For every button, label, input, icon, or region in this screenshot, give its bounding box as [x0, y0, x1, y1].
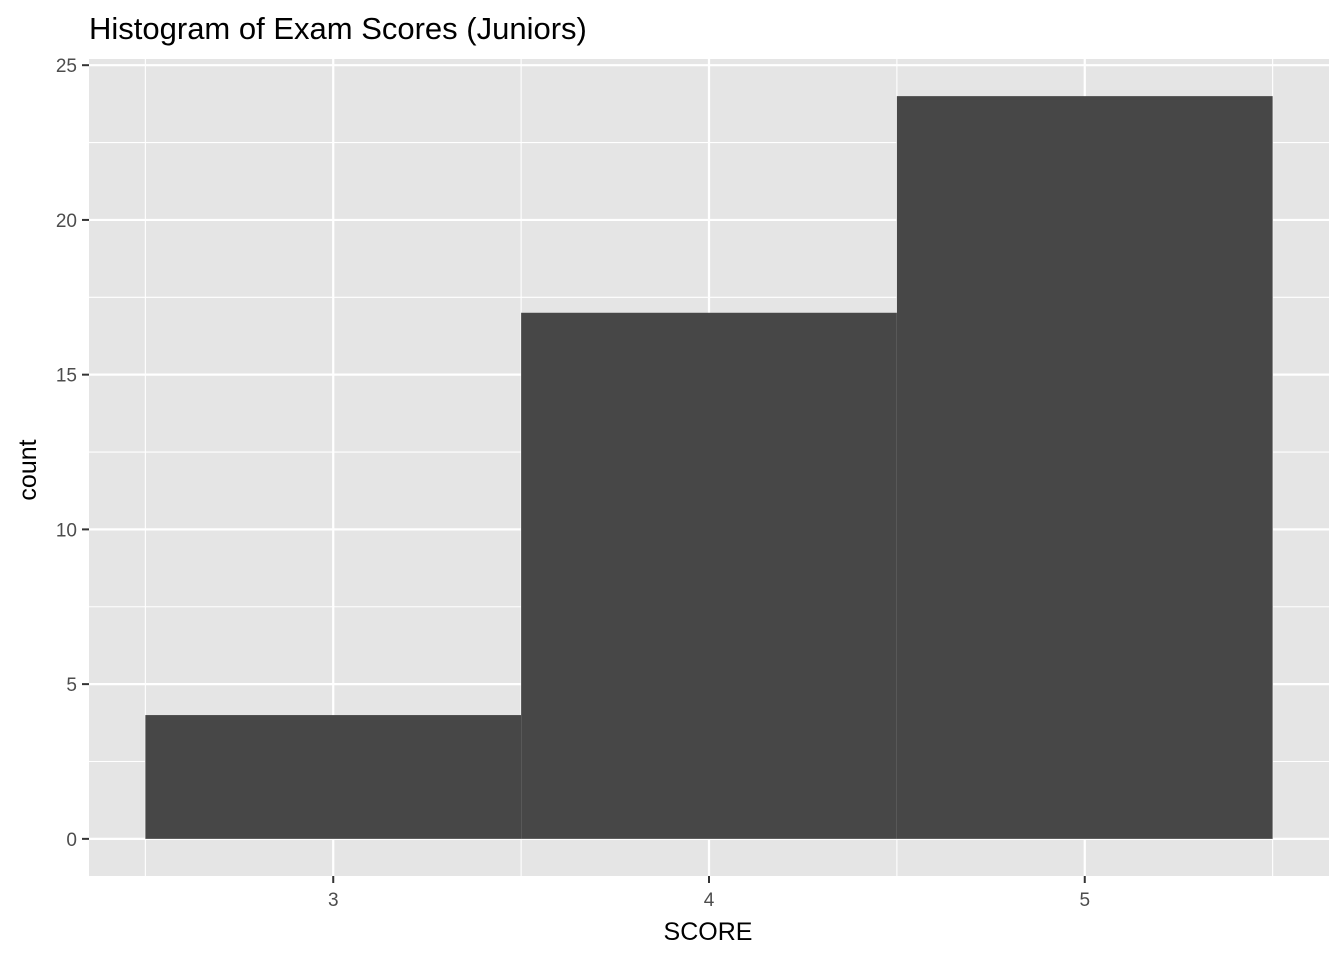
x-tick-label: 3: [328, 890, 339, 911]
x-axis: 3 4 5: [328, 876, 1090, 911]
histogram-bar-3: [896, 96, 1273, 839]
x-tick-label: 4: [704, 890, 715, 911]
y-tick-label: 15: [56, 366, 77, 387]
histogram-bars: [145, 96, 1273, 839]
y-tick-label: 0: [66, 830, 77, 851]
chart-title: Histogram of Exam Scores (Juniors): [89, 11, 587, 46]
y-tick-label: 20: [56, 211, 77, 232]
y-axis-title: count: [14, 439, 42, 500]
y-axis: 0 5 10 15 20 25: [56, 56, 89, 851]
histogram-bar-2: [521, 312, 897, 839]
x-tick-label: 5: [1079, 890, 1090, 911]
y-tick-label: 10: [56, 520, 77, 541]
histogram-bar-1: [145, 715, 522, 839]
x-axis-title: SCORE: [664, 918, 753, 946]
y-tick-label: 25: [56, 56, 77, 77]
y-tick-label: 5: [66, 675, 77, 696]
